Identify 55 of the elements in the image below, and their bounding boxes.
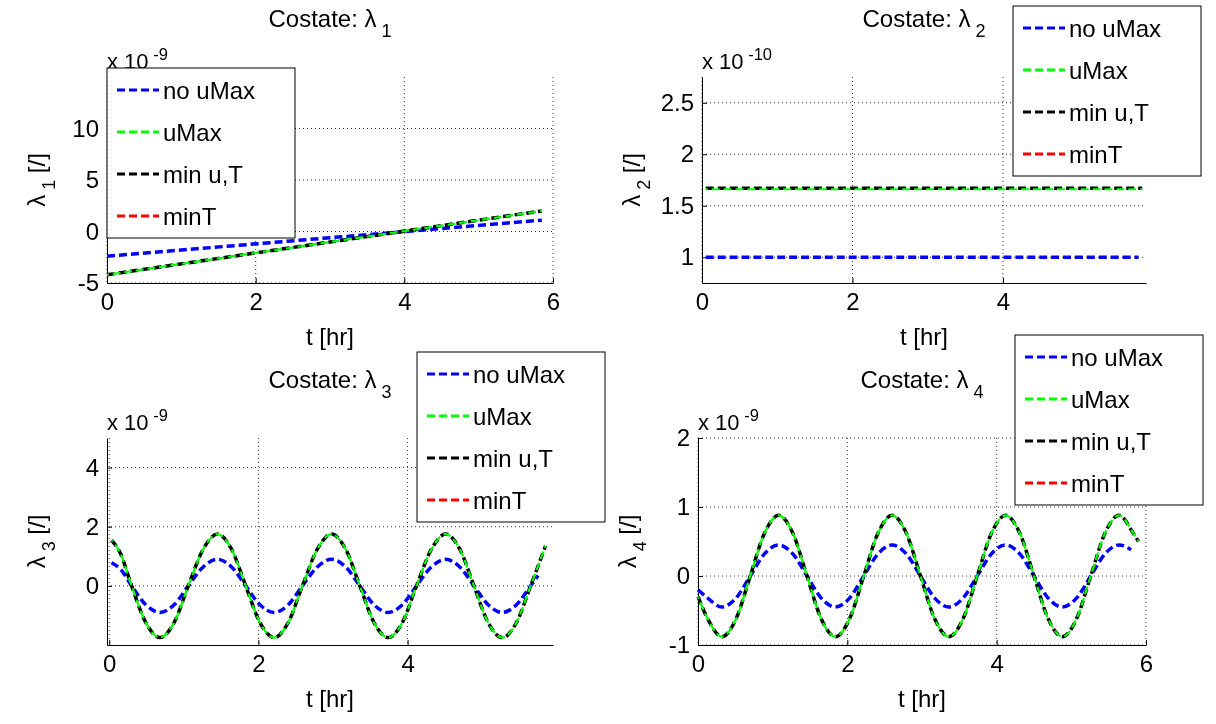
x-axis-title: t [hr] [899,323,949,350]
text: x 10$^{-10}$ [702,45,773,74]
legend-label: min u,T [473,445,554,472]
legend-label: uMax [163,119,222,146]
x-tick-label: 6 [1139,650,1154,678]
x-tick-label: 0 [103,650,117,678]
y-tick-label: 2 [676,424,690,452]
legend-label: uMax [1071,386,1130,413]
text: x 10$^{-9}$ [698,406,759,435]
legend-label: uMax [473,403,532,430]
y-tick-label: 0 [85,572,99,600]
legend-label: min u,T [163,161,244,188]
x-tick-label: 2 [252,650,266,678]
legend-label: minT [163,203,217,230]
y-tick-label: 1 [676,493,690,521]
y-tick-label: 1 [680,243,694,271]
legend-label: no uMax [1069,15,1162,42]
chart-title: Costate: λ$_{3}$ [268,366,392,402]
x-tick-label: 4 [990,650,1004,678]
legend-label: min u,T [1071,428,1152,455]
x-axis-title: t [hr] [305,685,355,712]
y-tick-label: 1.5 [660,191,694,219]
legend-label: min u,T [1069,99,1150,126]
chart-title: Costate: λ$_{1}$ [268,5,392,41]
y-tick-label: -1 [668,631,690,659]
x-tick-label: 4 [401,650,415,678]
y-tick-label: 2 [680,140,694,168]
legend-label: minT [1069,141,1123,168]
y-tick-label: 10 [72,114,99,142]
legend-label: uMax [1069,57,1128,84]
x-tick-label: 2 [846,288,860,316]
text: x 10$^{-9}$ [107,406,168,435]
y-tick-label: 2.5 [660,88,694,116]
x-tick-label: 6 [546,288,561,316]
x-tick-label: 4 [398,288,412,316]
legend-label: no uMax [163,77,256,104]
line-series [109,557,540,615]
x-axis-title: t [hr] [305,323,355,350]
y-tick-label: 0 [85,217,99,245]
legend-label: minT [1071,470,1125,497]
x-tick-label: 2 [249,288,263,316]
legend-label: no uMax [473,361,566,388]
chart-title: Costate: λ$_{2}$ [862,5,986,41]
legend-label: minT [473,487,527,514]
x-tick-label: 4 [996,288,1011,316]
y-tick-label: -5 [77,269,99,297]
x-tick-label: 2 [841,650,855,678]
y-tick-label: 5 [85,166,99,194]
line-series [696,543,1133,609]
y-tick-label: 0 [676,562,690,590]
y-tick-label: 2 [85,512,99,540]
chart-title: Costate: λ$_{4}$ [860,366,984,402]
legend-label: no uMax [1071,344,1164,371]
y-tick-label: 4 [85,453,99,481]
x-axis-title: t [hr] [897,685,947,712]
